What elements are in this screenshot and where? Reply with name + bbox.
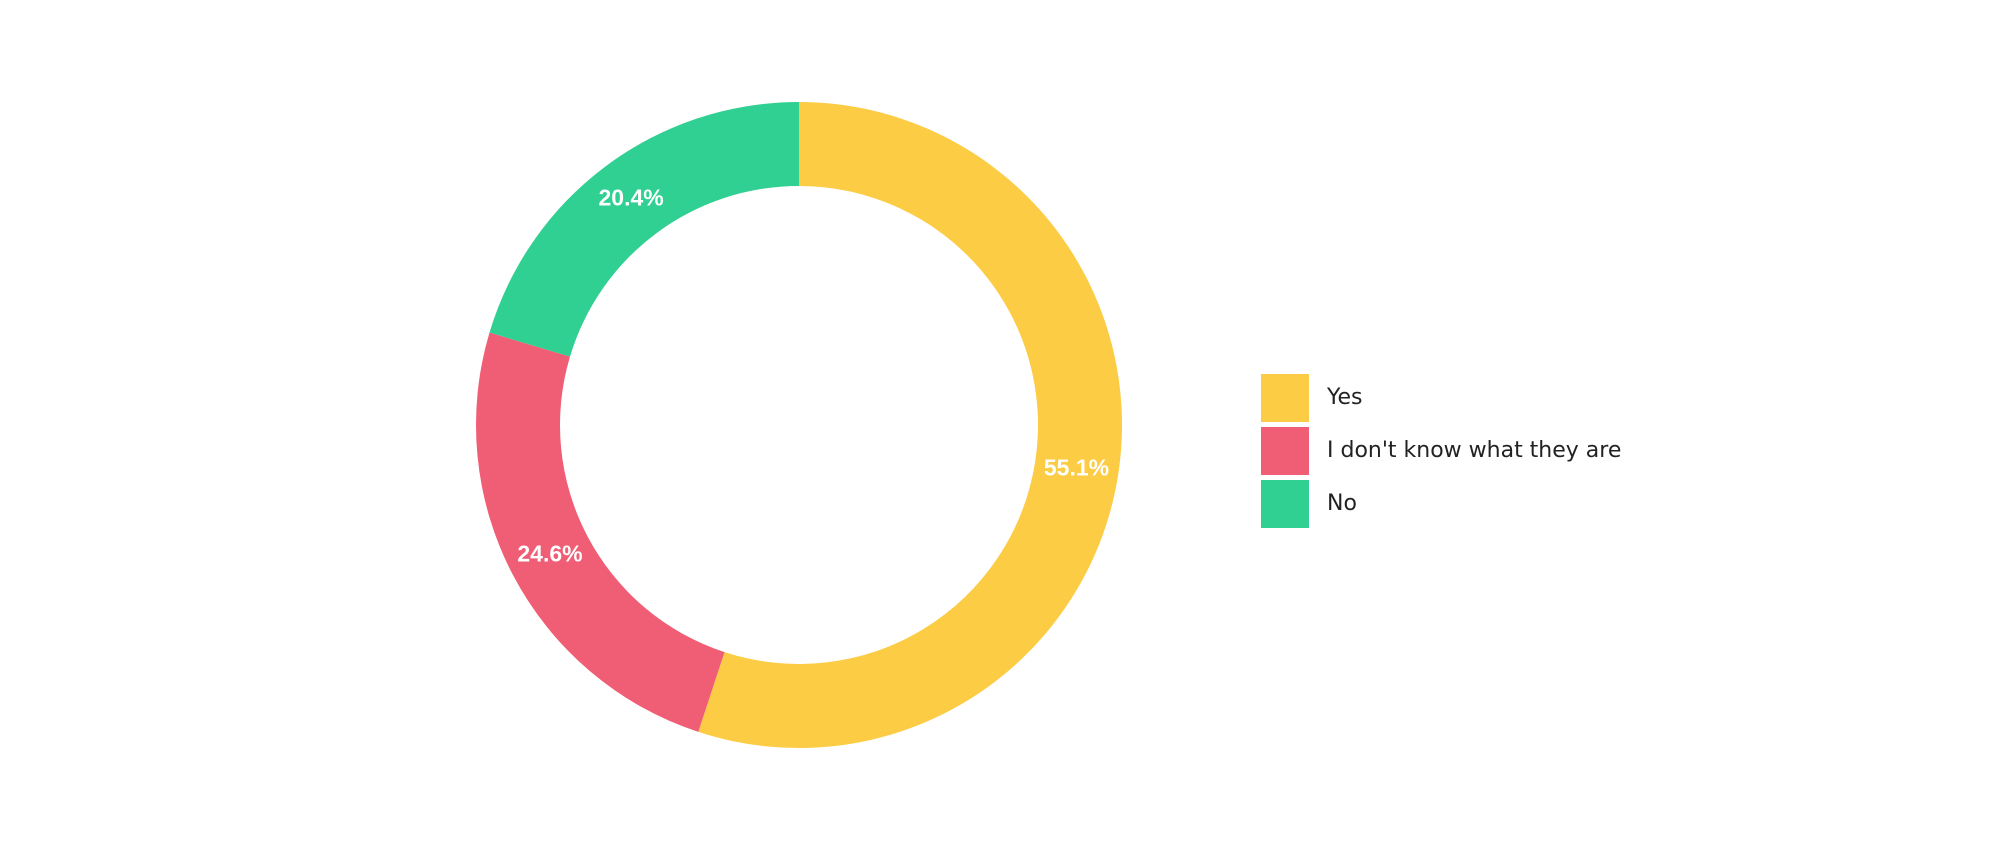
legend-label: Yes: [1326, 385, 1363, 410]
legend-swatch: [1261, 374, 1309, 422]
legend-swatch: [1261, 427, 1309, 475]
donut-segment: [489, 102, 799, 357]
value-label: 20.4%: [599, 185, 664, 211]
donut-segment: [698, 102, 1122, 748]
legend-label: I don't know what they are: [1327, 438, 1621, 463]
legend-swatch: [1261, 480, 1309, 528]
value-label: 55.1%: [1044, 454, 1109, 480]
donut-segment: [475, 332, 725, 732]
legend-label: No: [1327, 491, 1357, 516]
value-label: 24.6%: [517, 540, 582, 566]
